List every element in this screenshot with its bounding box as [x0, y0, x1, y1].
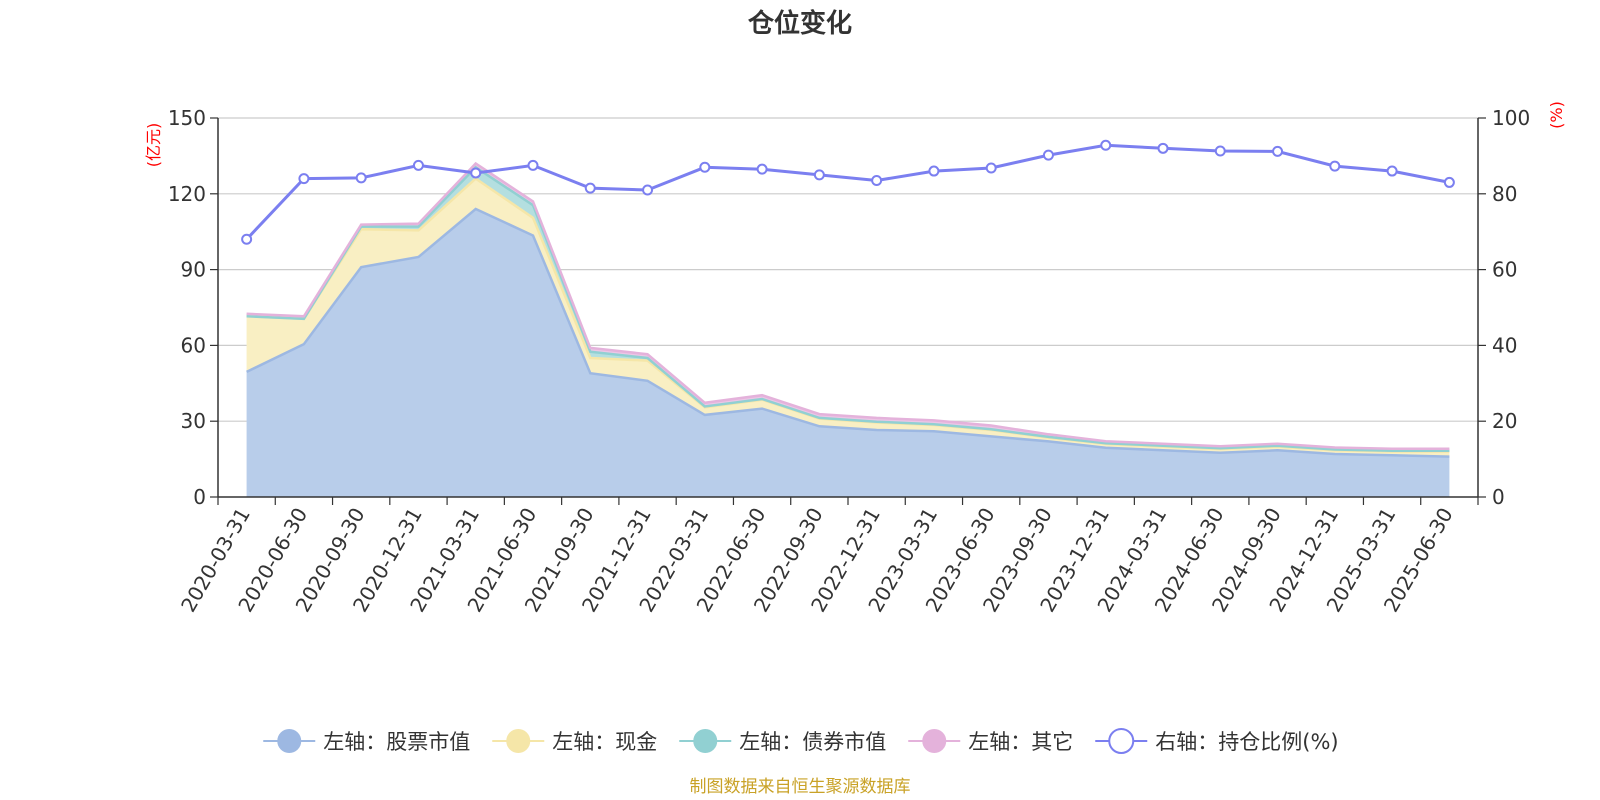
right-axis-tick-label: 80	[1492, 182, 1517, 206]
legend-item: 右轴：持仓比例(%)	[1095, 728, 1339, 754]
ratio-point	[985, 162, 997, 174]
legend-label: 左轴：其它	[968, 730, 1073, 754]
ratio-point	[412, 159, 424, 171]
ratio-point	[1100, 139, 1112, 151]
legend-marker	[693, 729, 718, 753]
ratio-point	[642, 184, 654, 196]
ratio-point	[527, 159, 539, 171]
ratio-point	[871, 175, 883, 187]
ratio-line	[245, 143, 1450, 241]
legend-label: 左轴：股票市值	[323, 730, 470, 754]
right-axis-tick-label: 100	[1492, 106, 1530, 130]
legend: 左轴：股票市值 左轴：现金 左轴：债券市值 左轴：其它 右轴：持仓比例(%)	[263, 728, 1339, 754]
left-axis-tick-label: 30	[181, 409, 206, 433]
ratio-point	[298, 173, 310, 185]
ratio-line-series	[241, 139, 1455, 245]
legend-marker	[506, 729, 531, 753]
chart-title: 仓位变化	[747, 8, 852, 39]
ratio-point	[1443, 176, 1455, 188]
legend-label: 左轴：现金	[552, 730, 657, 754]
area-series-line	[246, 165, 1450, 453]
area-band	[246, 209, 1450, 497]
legend-item: 左轴：股票市值	[263, 729, 470, 754]
legend-marker	[922, 729, 947, 753]
ratio-point	[241, 233, 253, 245]
source-note: 制图数据来自恒生聚源数据库	[690, 777, 911, 797]
left-axis-tick-label: 90	[181, 258, 206, 282]
ratio-point	[756, 163, 768, 175]
legend-label: 左轴：债券市值	[739, 730, 886, 754]
legend-marker	[1108, 728, 1135, 754]
ratio-point	[1042, 149, 1054, 161]
area-series-line	[246, 207, 1450, 458]
ratio-point	[355, 172, 367, 184]
ratio-point	[1272, 145, 1284, 157]
left-axis-tick-label: 0	[193, 485, 206, 509]
ratio-point	[928, 165, 940, 177]
left-axis-unit: (亿元)	[144, 123, 163, 168]
area-series-line	[246, 161, 1450, 450]
legend-label: 右轴：持仓比例(%)	[1155, 730, 1338, 754]
legend-item: 左轴：债券市值	[679, 729, 886, 754]
left-axis-tick-label: 120	[168, 182, 206, 206]
legend-marker	[277, 729, 302, 753]
ratio-point	[699, 161, 711, 173]
ratio-point	[1329, 160, 1341, 172]
legend-item: 左轴：其它	[908, 729, 1073, 754]
right-axis-unit: (%)	[1547, 101, 1566, 129]
stacked-areas	[246, 161, 1450, 497]
right-axis-tick-label: 40	[1492, 333, 1517, 357]
ratio-point	[470, 167, 482, 179]
right-axis-tick-label: 60	[1492, 258, 1517, 282]
ratio-point	[1386, 165, 1398, 177]
ratio-point	[1157, 142, 1169, 154]
ratio-point	[1214, 145, 1226, 157]
left-axis-tick-label: 60	[181, 333, 206, 357]
right-axis-tick-label: 20	[1492, 409, 1517, 433]
ratio-point	[584, 182, 596, 194]
left-axis-tick-label: 150	[168, 106, 206, 130]
ratio-point	[813, 169, 825, 181]
legend-item: 左轴：现金	[492, 729, 657, 754]
right-axis-tick-label: 0	[1492, 485, 1505, 509]
